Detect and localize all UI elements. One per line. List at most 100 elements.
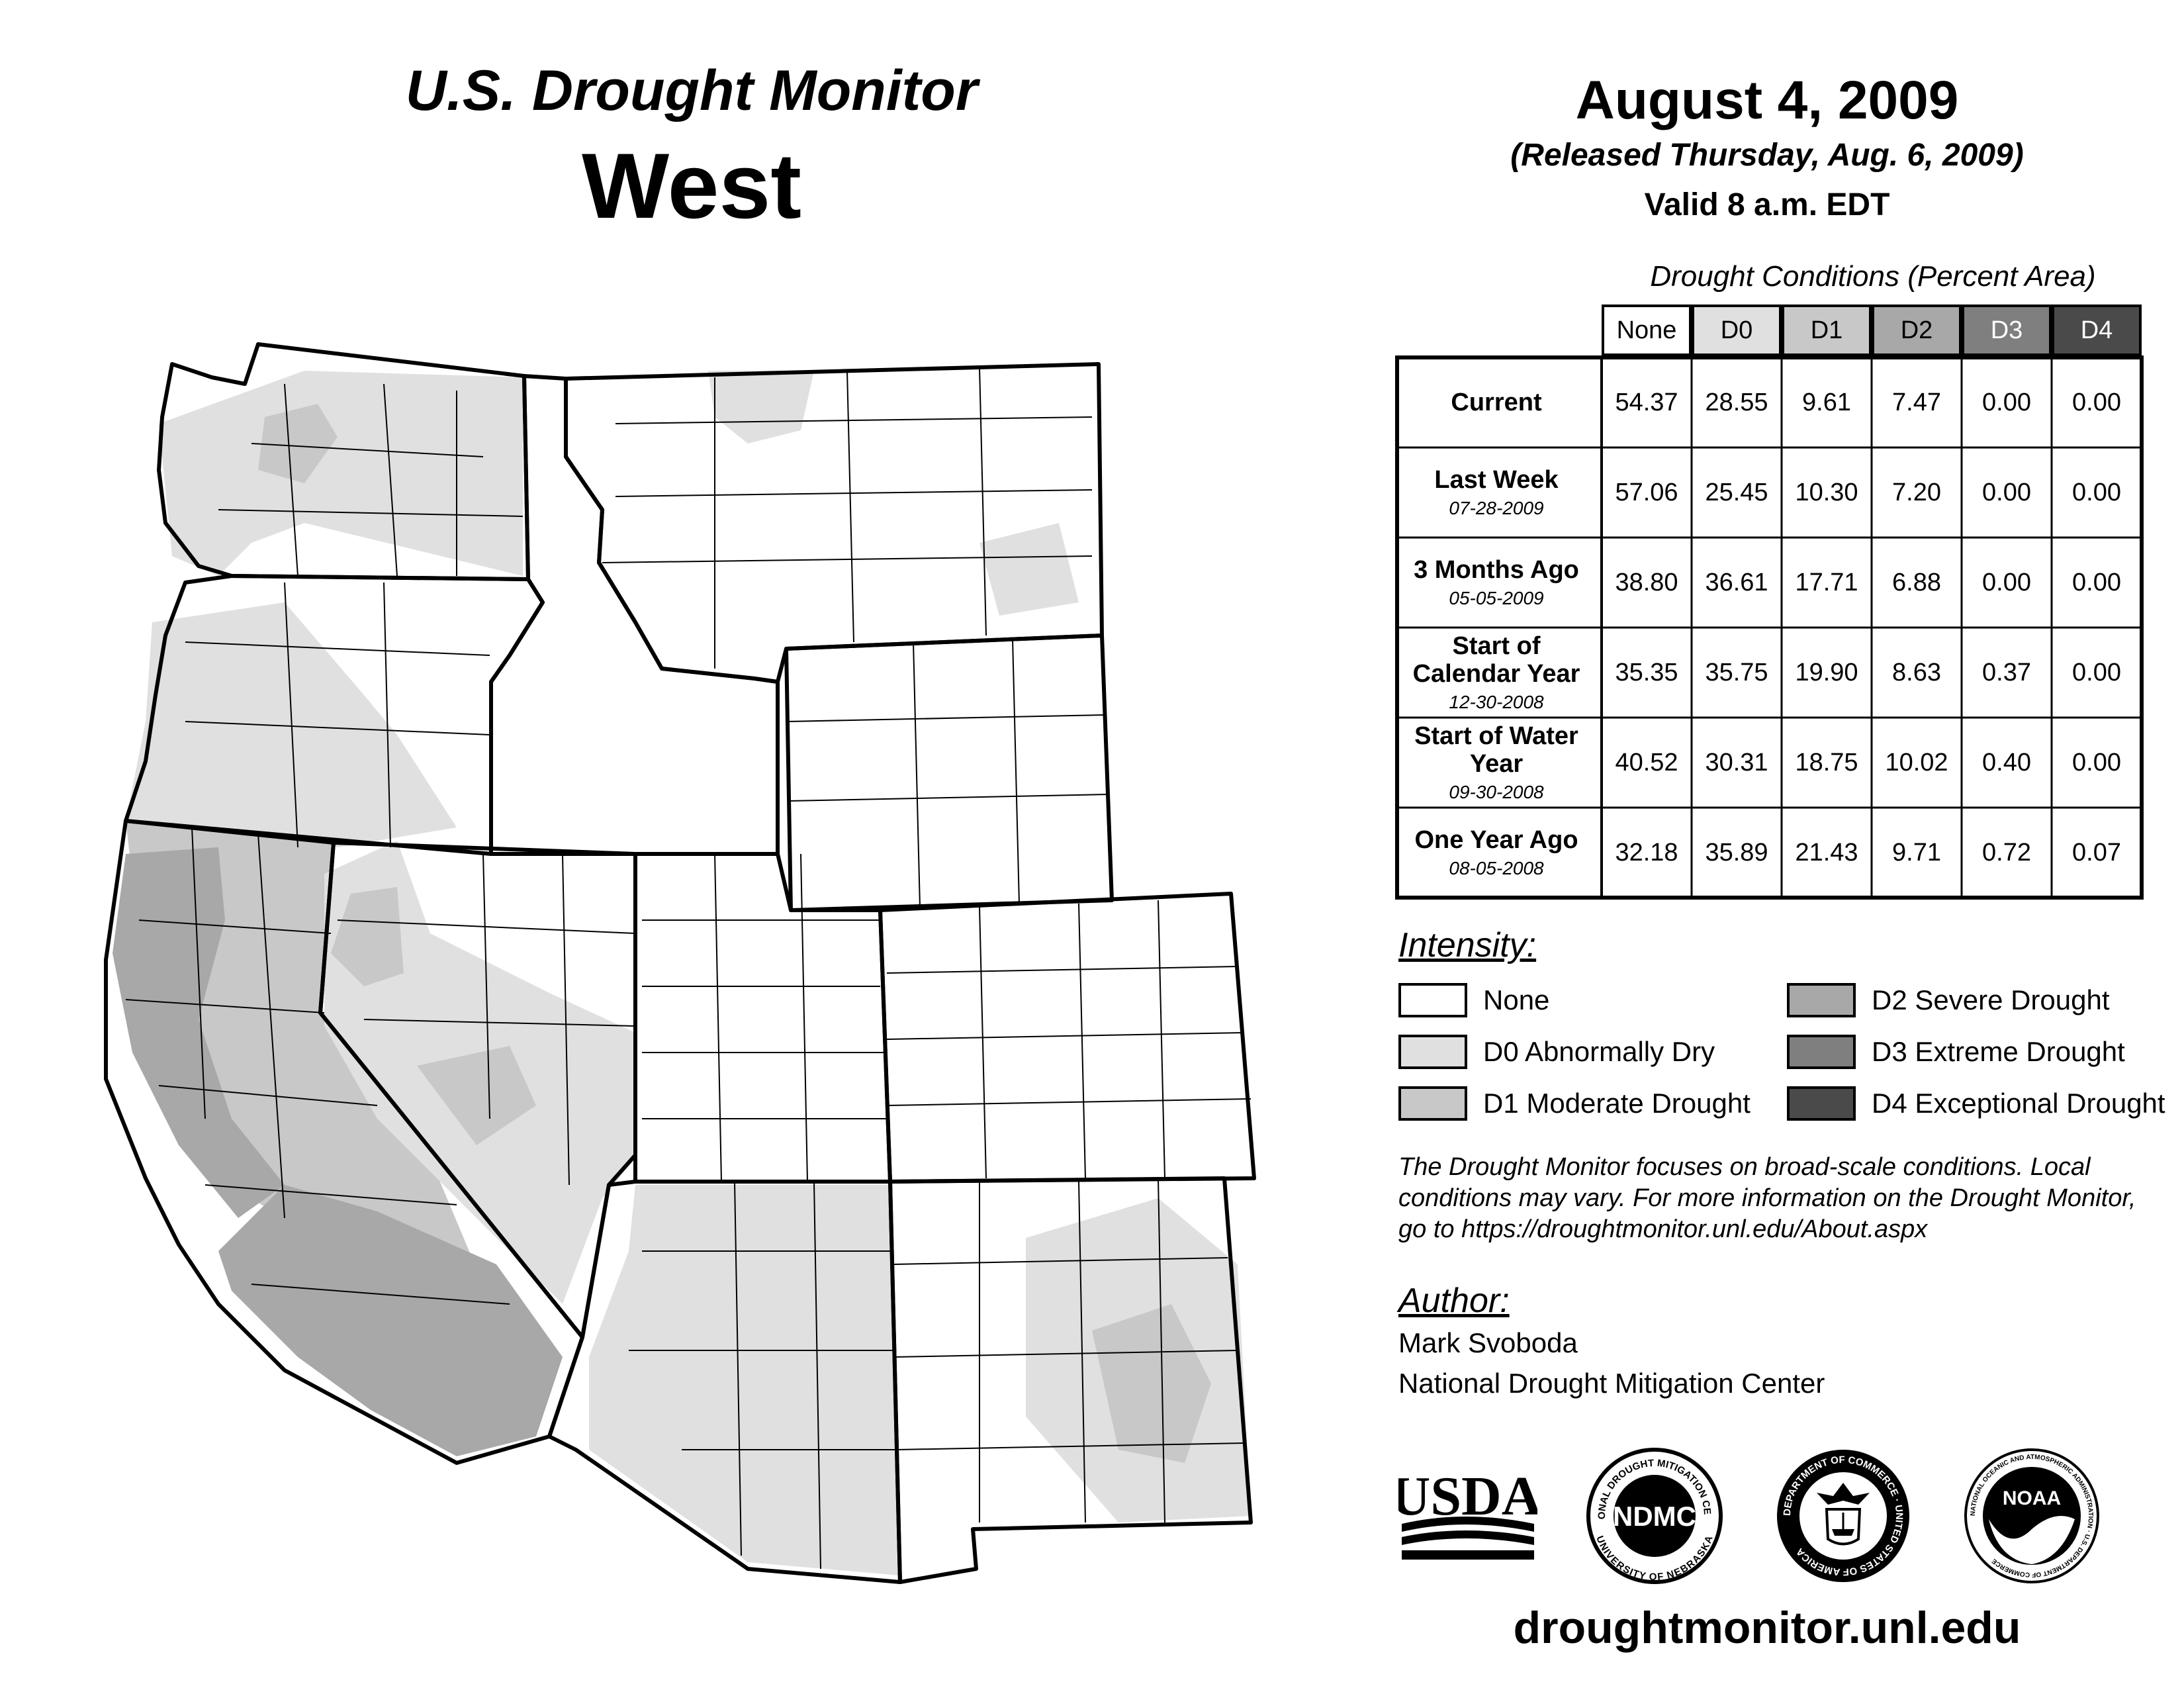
legend-swatch xyxy=(1398,983,1467,1017)
table-cell: 0.40 xyxy=(1982,748,2031,776)
county-line xyxy=(893,1257,1228,1265)
table-cell: 35.35 xyxy=(1615,658,1678,686)
valid-time: Valid 8 a.m. EDT xyxy=(1644,187,1890,222)
county-line xyxy=(383,582,391,848)
county-line xyxy=(218,509,523,517)
county-line xyxy=(913,641,921,908)
author-org: National Drought Mitigation Center xyxy=(1398,1368,1825,1399)
table-cell: 21.43 xyxy=(1795,838,1858,867)
row-label: Start of Water Year xyxy=(1414,722,1578,778)
table-cell: 40.52 xyxy=(1615,748,1678,776)
county-line xyxy=(1078,1181,1086,1523)
table-cell: 0.00 xyxy=(1982,388,2031,416)
county-line xyxy=(284,582,298,848)
county-line xyxy=(1012,638,1020,904)
table-cell: 0.00 xyxy=(2072,748,2121,776)
table-cell: 0.00 xyxy=(1982,568,2031,596)
california-coast-d2 xyxy=(113,847,285,1218)
column-header-d2: D2 xyxy=(1872,305,1962,356)
table-cell: 35.75 xyxy=(1705,658,1768,686)
table-cell: 0.07 xyxy=(2072,838,2121,867)
released-date: (Released Thursday, Aug. 6, 2009) xyxy=(1510,138,2024,173)
county-line xyxy=(813,1181,821,1570)
row-date: 07-28-2009 xyxy=(1449,498,1544,518)
state-montana xyxy=(564,362,1104,684)
commerce-seal: DEPARTMENT OF COMMERCE · UNITED STATES O… xyxy=(1777,1450,1909,1582)
county-lines xyxy=(125,367,1251,1570)
region-title: West xyxy=(582,134,801,238)
new-mexico-east-d1 xyxy=(1092,1304,1211,1463)
legend-swatch xyxy=(1787,1086,1856,1121)
county-line xyxy=(158,1085,378,1106)
legend-label: D3 Extreme Drought xyxy=(1872,1036,2125,1067)
county-line xyxy=(615,489,1093,497)
table-cell: 7.20 xyxy=(1892,478,1941,506)
table-cell: 6.88 xyxy=(1892,568,1941,596)
row-date: 05-05-2009 xyxy=(1449,588,1544,608)
county-line xyxy=(886,966,1238,974)
county-line xyxy=(205,1184,457,1205)
noaa-logo-text: NOAA xyxy=(2003,1487,2061,1509)
row-date: 09-30-2008 xyxy=(1449,782,1544,802)
table-cell: 8.63 xyxy=(1892,658,1941,686)
table-cell: 0.37 xyxy=(1982,658,2031,686)
county-line xyxy=(787,794,1109,802)
county-line xyxy=(251,443,484,457)
drought-areas xyxy=(113,371,1251,1575)
table-row-header: Start of Water Year 09-30-2008 xyxy=(1397,718,1596,808)
legend-swatch xyxy=(1398,1035,1467,1069)
table-row-header: One Year Ago 08-05-2008 xyxy=(1397,808,1596,898)
valid-date: August 4, 2009 xyxy=(1575,70,1959,130)
author-heading: Author: xyxy=(1398,1282,1510,1320)
county-line xyxy=(893,1350,1238,1358)
table-cell: 0.00 xyxy=(2072,388,2121,416)
table-cell: 19.90 xyxy=(1795,658,1858,686)
state-new-mexico xyxy=(888,1176,1253,1584)
table-title: Drought Conditions (Percent Area) xyxy=(1650,260,2096,293)
column-header-d3: D3 xyxy=(1962,305,2052,356)
state-borders xyxy=(104,342,1256,1584)
county-line xyxy=(185,641,490,656)
legend-label: D1 Moderate Drought xyxy=(1483,1088,1751,1119)
arizona-d0 xyxy=(589,1185,900,1575)
row-label: Start of Calendar Year xyxy=(1412,632,1580,688)
county-line xyxy=(714,853,722,1182)
author-name: Mark Svoboda xyxy=(1398,1327,1578,1358)
table-row-header: Last Week 07-28-2009 xyxy=(1397,447,1596,538)
legend-label: D0 Abnormally Dry xyxy=(1483,1036,1715,1067)
table-cell: 0.00 xyxy=(2072,478,2121,506)
table-cell: 7.47 xyxy=(1892,388,1941,416)
county-line xyxy=(562,853,570,1186)
county-line xyxy=(787,714,1106,722)
website-url[interactable]: droughtmonitor.unl.edu xyxy=(1513,1603,2021,1653)
column-header-d4: D4 xyxy=(2052,305,2142,356)
table-cell: 17.71 xyxy=(1795,568,1858,596)
map-title: U.S. Drought Monitor xyxy=(405,59,978,122)
coastal-washington-d0 xyxy=(159,371,523,576)
county-line xyxy=(1078,903,1086,1179)
ndmc-logo: NATIONAL DROUGHT MITIGATION CENTER UNIVE… xyxy=(1585,1446,1723,1584)
legend-swatch xyxy=(1398,1086,1467,1121)
county-line xyxy=(602,555,1093,563)
table-cell: 38.80 xyxy=(1615,568,1678,596)
county-line xyxy=(191,827,206,1119)
table-cell: 9.71 xyxy=(1892,838,1941,867)
table-cell: 10.30 xyxy=(1795,478,1858,506)
row-label: 3 Months Ago xyxy=(1414,556,1579,584)
county-line xyxy=(363,1019,636,1027)
county-line xyxy=(1158,900,1165,1179)
county-line xyxy=(251,1284,510,1305)
legend-swatch xyxy=(1787,983,1856,1017)
county-line xyxy=(896,1442,1245,1450)
legend-title: Intensity: xyxy=(1398,926,1537,964)
table-cell: 57.06 xyxy=(1615,478,1678,506)
table-cell: 0.00 xyxy=(2072,658,2121,686)
county-line xyxy=(482,853,490,1119)
county-line xyxy=(734,1181,742,1556)
row-label: Last Week xyxy=(1434,466,1559,494)
county-line xyxy=(1158,1178,1165,1523)
legend-label: None xyxy=(1483,984,1550,1015)
legend-label: D2 Severe Drought xyxy=(1872,984,2110,1015)
column-header-d1: D1 xyxy=(1782,305,1872,356)
county-line xyxy=(886,1098,1251,1106)
